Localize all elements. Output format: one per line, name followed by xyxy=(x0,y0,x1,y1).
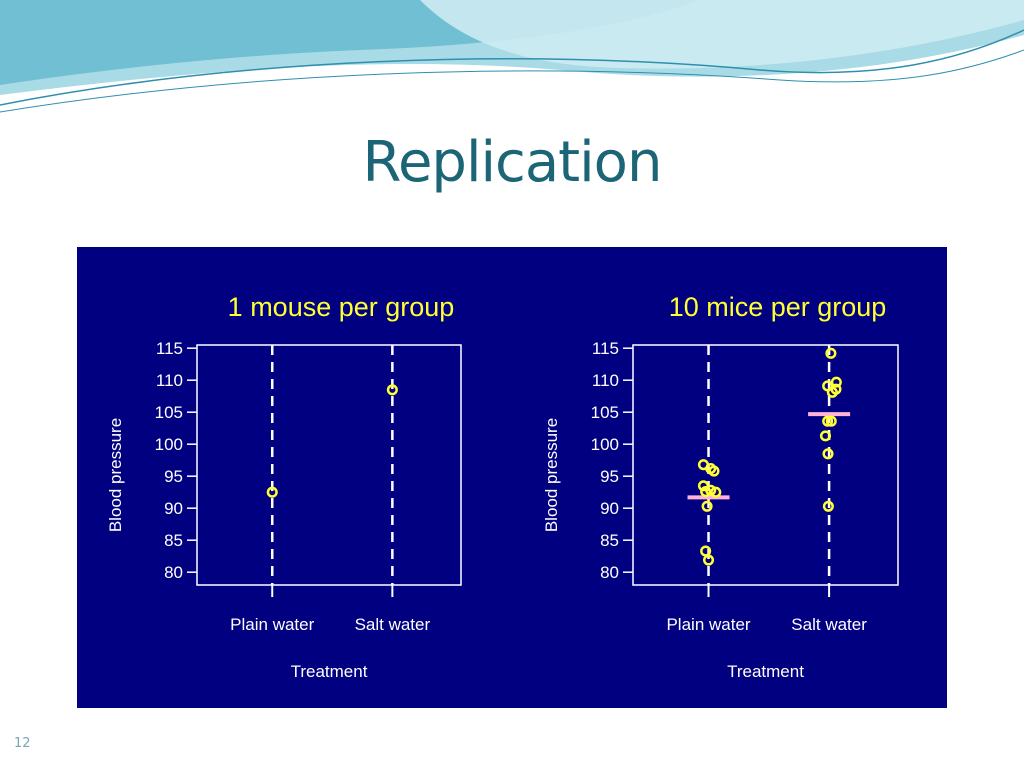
y-axis-label: Blood pressure xyxy=(542,418,561,532)
header-wave-decoration xyxy=(0,0,1024,113)
x-tick-label: Salt water xyxy=(791,615,867,634)
y-tick-label: 90 xyxy=(164,499,183,518)
y-tick-label: 90 xyxy=(600,499,619,518)
data-point xyxy=(702,554,715,566)
y-tick-label: 100 xyxy=(155,435,183,454)
y-tick-label: 80 xyxy=(164,563,183,582)
data-point xyxy=(826,386,838,398)
y-tick-label: 85 xyxy=(600,531,619,550)
y-tick-label: 110 xyxy=(156,371,183,390)
data-point xyxy=(819,430,832,442)
dot-plots: 1 mouse per group 80 85 90 95 100 105 110 115 Blo… xyxy=(106,292,899,681)
slide-title: Replication xyxy=(362,130,663,195)
data-point xyxy=(705,484,717,496)
figure-panel: 1 mouse per group 80 85 90 95 100 105 110 115 Blo… xyxy=(77,247,947,708)
data-point xyxy=(830,376,842,388)
data-point xyxy=(701,500,713,512)
y-tick-label: 95 xyxy=(164,467,183,486)
y-tick-label: 115 xyxy=(592,339,619,358)
data-point xyxy=(822,500,834,512)
plot-frame xyxy=(632,344,899,586)
data-point xyxy=(825,347,837,359)
data-point xyxy=(708,465,720,477)
y-tick-label: 105 xyxy=(591,403,619,422)
y-tick-label: 110 xyxy=(592,371,619,390)
y-tick-label: 80 xyxy=(600,563,619,582)
y-tick-label: 85 xyxy=(164,531,183,550)
y-tick-label: 100 xyxy=(591,435,619,454)
data-point xyxy=(386,384,398,396)
data-point xyxy=(710,486,722,498)
plot-panel-1 xyxy=(187,344,462,597)
slide-number: 12 xyxy=(14,736,31,751)
x-axis-label: Treatment xyxy=(727,662,804,681)
data-point xyxy=(822,415,834,427)
x-tick-label: Plain water xyxy=(666,615,750,634)
y-tick-label: 115 xyxy=(156,339,183,358)
y-tick-label: 105 xyxy=(155,403,183,422)
plot-title: 10 mice per group xyxy=(669,292,887,322)
data-point xyxy=(700,486,712,498)
y-tick-label: 95 xyxy=(600,467,619,486)
data-point xyxy=(825,415,837,427)
plot-panel-2 xyxy=(623,344,899,597)
y-axis-label: Blood pressure xyxy=(106,418,125,532)
plot-title: 1 mouse per group xyxy=(228,292,455,322)
x-tick-label: Salt water xyxy=(355,615,431,634)
x-axis-label: Treatment xyxy=(291,662,368,681)
plot-frame xyxy=(196,344,462,586)
data-point xyxy=(266,486,278,498)
data-point xyxy=(822,448,834,460)
x-tick-label: Plain water xyxy=(230,615,314,634)
